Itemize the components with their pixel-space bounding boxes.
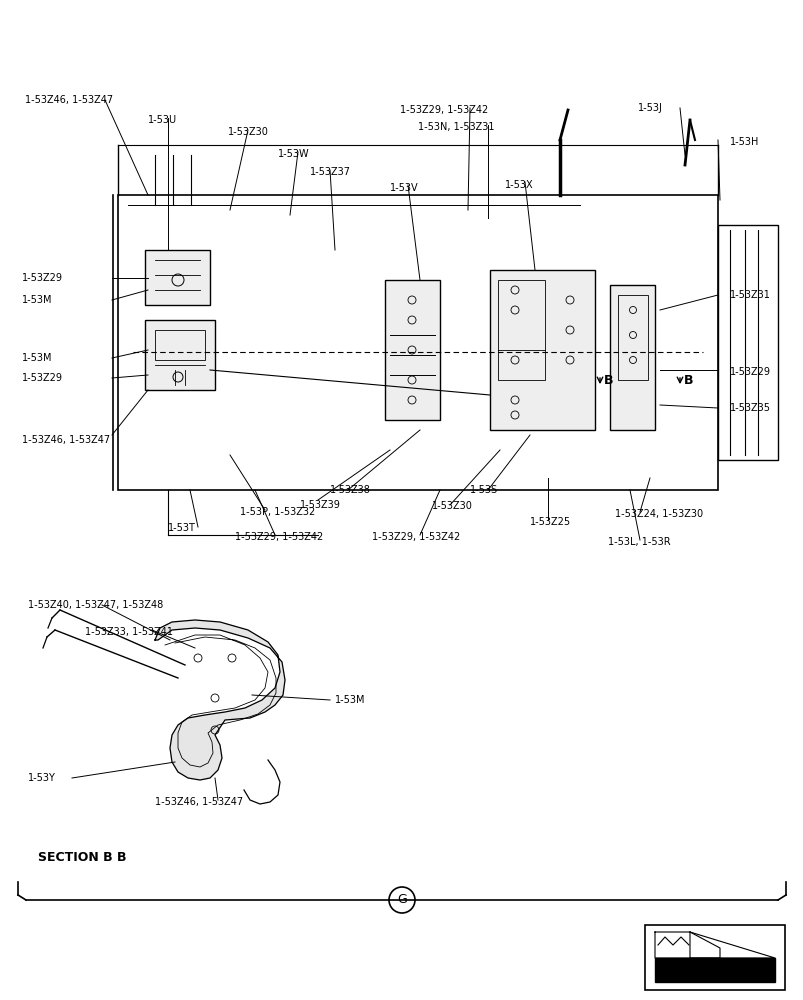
Text: 1-53Z39: 1-53Z39 (300, 500, 340, 510)
Polygon shape (689, 932, 774, 958)
Text: 1-53Z40, 1-53Z47, 1-53Z48: 1-53Z40, 1-53Z47, 1-53Z48 (28, 600, 163, 610)
Text: 1-53T: 1-53T (168, 523, 196, 533)
Text: 1-53H: 1-53H (729, 137, 758, 147)
Bar (489, 270, 594, 430)
Text: 1-53Z46, 1-53Z47: 1-53Z46, 1-53Z47 (155, 797, 243, 807)
Text: 1-53Y: 1-53Y (28, 773, 55, 783)
Text: 1-53U: 1-53U (148, 115, 177, 125)
Circle shape (389, 887, 414, 913)
Bar (609, 285, 654, 430)
Text: 1-53Z29, 1-53Z42: 1-53Z29, 1-53Z42 (372, 532, 459, 542)
Text: 1-53W: 1-53W (278, 149, 309, 159)
Bar (385, 280, 439, 420)
Text: 1-53Z30: 1-53Z30 (431, 501, 472, 511)
Text: 1-53M: 1-53M (335, 695, 365, 705)
Text: 1-53Z29, 1-53Z42: 1-53Z29, 1-53Z42 (400, 105, 487, 115)
Text: 1-53Z37: 1-53Z37 (310, 167, 351, 177)
Text: 1-53N, 1-53Z31: 1-53N, 1-53Z31 (418, 122, 494, 132)
Bar (717, 225, 777, 460)
Text: 1-53Z29: 1-53Z29 (22, 373, 63, 383)
Text: 1-53Z24, 1-53Z30: 1-53Z24, 1-53Z30 (614, 509, 703, 519)
Text: 1-53Z29, 1-53Z42: 1-53Z29, 1-53Z42 (234, 532, 323, 542)
Bar (497, 280, 544, 380)
Text: B: B (603, 373, 613, 386)
Polygon shape (155, 620, 284, 780)
Text: 1-53Z35: 1-53Z35 (729, 403, 770, 413)
Text: 1-53Z29: 1-53Z29 (22, 273, 63, 283)
Text: G: G (397, 894, 406, 906)
Polygon shape (654, 958, 774, 982)
Text: 1-53V: 1-53V (389, 183, 418, 193)
Text: 1-53Z30: 1-53Z30 (228, 127, 268, 137)
Bar (145, 320, 214, 390)
Text: 1-53Z29: 1-53Z29 (729, 367, 770, 377)
Text: 1-53J: 1-53J (638, 103, 662, 113)
Text: 1-53Z25: 1-53Z25 (529, 517, 570, 527)
Text: B: B (683, 373, 693, 386)
Text: 1-53Z38: 1-53Z38 (329, 485, 370, 495)
Text: 1-53Z46, 1-53Z47: 1-53Z46, 1-53Z47 (25, 95, 113, 105)
Text: 1-53P, 1-53Z32: 1-53P, 1-53Z32 (240, 507, 315, 517)
Text: 1-53Z31: 1-53Z31 (729, 290, 770, 300)
Bar (155, 330, 205, 360)
Text: SECTION B B: SECTION B B (38, 851, 126, 864)
Text: 1-53Z46, 1-53Z47: 1-53Z46, 1-53Z47 (22, 435, 110, 445)
Bar (644, 925, 784, 990)
Bar (145, 250, 210, 305)
Text: 1-53M: 1-53M (22, 295, 52, 305)
Bar (118, 195, 717, 490)
Text: 1-53L, 1-53R: 1-53L, 1-53R (607, 537, 670, 547)
Text: 1-53X: 1-53X (504, 180, 533, 190)
Bar (618, 295, 647, 380)
Text: 1-53S: 1-53S (470, 485, 498, 495)
Text: 1-53Z33, 1-53Z41: 1-53Z33, 1-53Z41 (85, 627, 173, 637)
Text: 1-53M: 1-53M (22, 353, 52, 363)
